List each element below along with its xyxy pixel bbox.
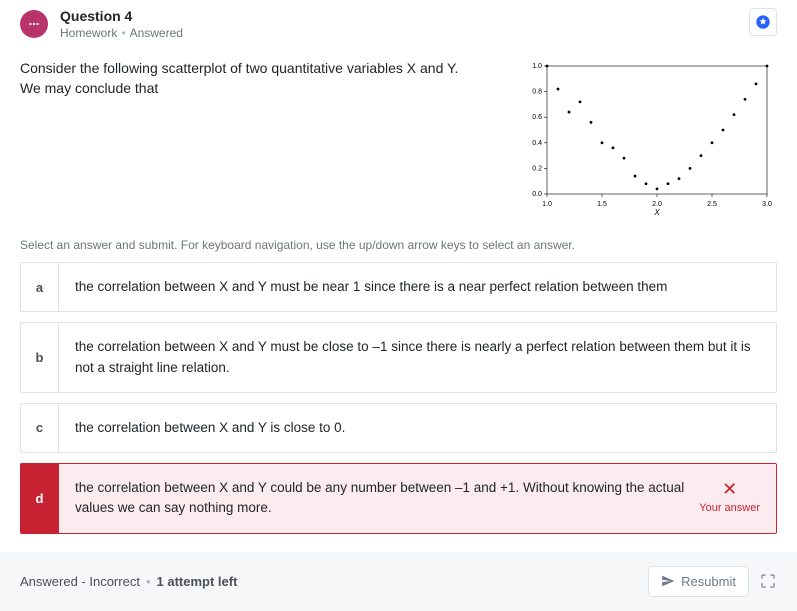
svg-text:X: X [653,208,660,217]
svg-text:0.6: 0.6 [532,114,542,121]
svg-text:0.0: 0.0 [532,191,542,198]
chat-icon [20,10,48,38]
option-d[interactable]: d the correlation between X and Y could b… [20,463,777,534]
option-text: the correlation between X and Y is close… [75,418,760,438]
option-letter: d [21,464,59,533]
answer-status: Answered - Incorrect [20,574,140,589]
resubmit-button[interactable]: Resubmit [648,566,749,597]
expand-icon[interactable] [759,572,777,590]
svg-text:0.4: 0.4 [532,140,542,147]
resubmit-label: Resubmit [681,574,736,589]
svg-text:1.0: 1.0 [532,63,542,70]
footer-bar: Answered - Incorrect•1 attempt left Resu… [0,552,797,611]
question-header: Question 4 Homework•Answered [20,8,777,40]
svg-text:2.5: 2.5 [707,201,717,208]
wrong-mark: ✕ Your answer [699,480,760,517]
question-prompt: Consider the following scatterplot of tw… [20,58,497,99]
option-letter: b [21,323,59,392]
option-c[interactable]: c the correlation between X and Y is clos… [20,403,777,453]
instruction-hint: Select an answer and submit. For keyboar… [20,238,777,252]
option-letter: c [21,404,59,452]
category-label: Homework [60,26,117,40]
option-text: the correlation between X and Y could be… [75,478,687,519]
svg-text:1.5: 1.5 [597,201,607,208]
svg-text:1.0: 1.0 [542,201,552,208]
svg-text:0.2: 0.2 [532,165,542,172]
footer-status: Answered - Incorrect•1 attempt left [20,574,237,589]
status-label: Answered [130,26,183,40]
option-text: the correlation between X and Y must be … [75,337,760,378]
x-icon: ✕ [722,480,737,498]
answer-options: a the correlation between X and Y must be… [20,262,777,534]
question-number: Question 4 [60,8,777,24]
question-meta: Homework•Answered [60,26,777,40]
option-letter: a [21,263,59,311]
option-a[interactable]: a the correlation between X and Y must be… [20,262,777,312]
bookmark-button[interactable] [749,8,777,36]
svg-text:3.0: 3.0 [762,201,772,208]
option-b[interactable]: b the correlation between X and Y must be… [20,322,777,393]
svg-text:2.0: 2.0 [652,201,662,208]
option-text: the correlation between X and Y must be … [75,277,760,297]
your-answer-label: Your answer [699,500,760,517]
attempts-left: 1 attempt left [157,574,238,589]
svg-text:0.8: 0.8 [532,89,542,96]
scatterplot-chart: 1.0 1.5 2.0 2.5 3.0 0.0 0.2 0.4 0.6 0.8 1.0 X [517,58,777,218]
